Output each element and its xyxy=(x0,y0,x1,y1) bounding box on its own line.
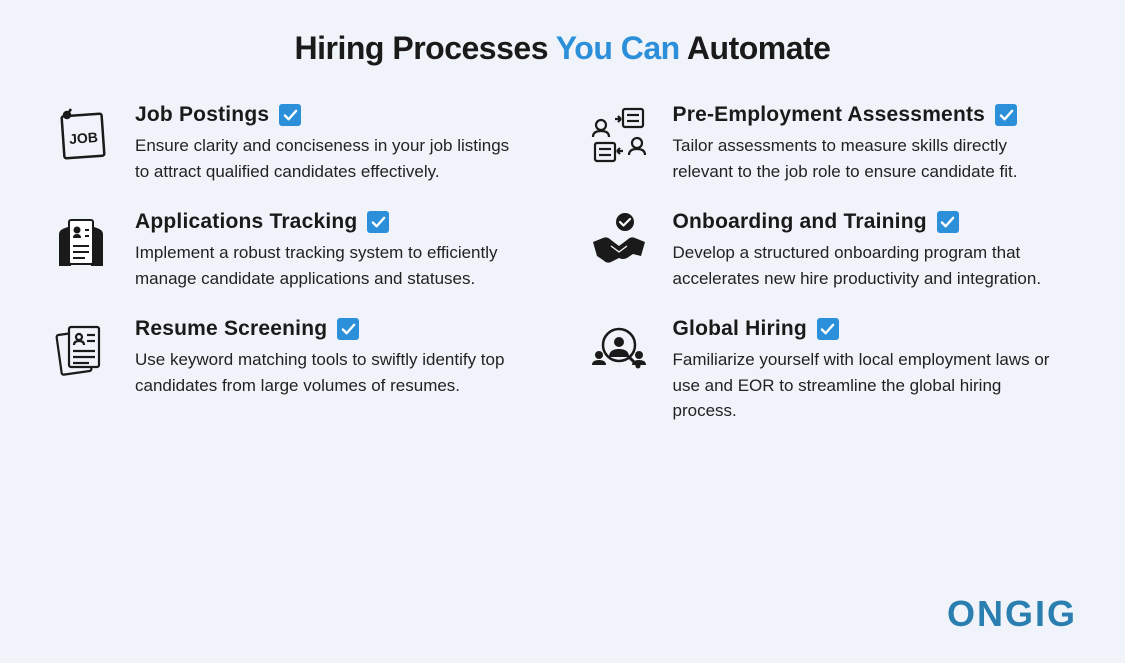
item-desc: Ensure clarity and conciseness in your j… xyxy=(135,133,515,184)
item-title-text: Onboarding and Training xyxy=(673,210,927,234)
assessments-icon xyxy=(583,103,655,175)
item-title-text: Global Hiring xyxy=(673,317,807,341)
onboarding-icon xyxy=(583,210,655,282)
item-desc: Implement a robust tracking system to ef… xyxy=(135,240,515,291)
job-posting-icon: JOB xyxy=(45,103,117,175)
page-title: Hiring Processes You Can Automate xyxy=(45,30,1080,67)
item-title: Resume Screening xyxy=(135,317,543,341)
item-title: Pre-Employment Assessments xyxy=(673,103,1081,127)
item-desc: Use keyword matching tools to swiftly id… xyxy=(135,347,515,398)
checkmark-icon xyxy=(995,104,1017,126)
svg-text:JOB: JOB xyxy=(69,129,99,147)
item-title: Global Hiring xyxy=(673,317,1081,341)
checkmark-icon xyxy=(337,318,359,340)
global-hiring-icon xyxy=(583,317,655,389)
item-desc: Familiarize yourself with local employme… xyxy=(673,347,1053,424)
item-job-postings: JOB Job Postings Ensure clarity and conc… xyxy=(45,103,543,184)
item-title: Job Postings xyxy=(135,103,543,127)
checkmark-icon xyxy=(937,211,959,233)
item-title-text: Job Postings xyxy=(135,103,269,127)
checkmark-icon xyxy=(367,211,389,233)
checkmark-icon xyxy=(279,104,301,126)
checkmark-icon xyxy=(817,318,839,340)
item-title-text: Pre-Employment Assessments xyxy=(673,103,986,127)
item-title-text: Applications Tracking xyxy=(135,210,357,234)
brand-logo: ONGIG xyxy=(947,593,1077,635)
item-applications-tracking: Applications Tracking Implement a robust… xyxy=(45,210,543,291)
title-part-3: Automate xyxy=(680,30,831,66)
item-resume-screening: Resume Screening Use keyword matching to… xyxy=(45,317,543,424)
item-desc: Develop a structured onboarding program … xyxy=(673,240,1053,291)
title-accent: You Can xyxy=(556,30,680,66)
resume-screening-icon xyxy=(45,317,117,389)
item-title-text: Resume Screening xyxy=(135,317,327,341)
item-global-hiring: Global Hiring Familiarize yourself with … xyxy=(583,317,1081,424)
item-assessments: Pre-Employment Assessments Tailor assess… xyxy=(583,103,1081,184)
item-title: Onboarding and Training xyxy=(673,210,1081,234)
applications-tracking-icon xyxy=(45,210,117,282)
item-title: Applications Tracking xyxy=(135,210,543,234)
title-part-1: Hiring Processes xyxy=(295,30,556,66)
item-onboarding: Onboarding and Training Develop a struct… xyxy=(583,210,1081,291)
item-desc: Tailor assessments to measure skills dir… xyxy=(673,133,1053,184)
items-grid: JOB Job Postings Ensure clarity and conc… xyxy=(45,103,1080,424)
